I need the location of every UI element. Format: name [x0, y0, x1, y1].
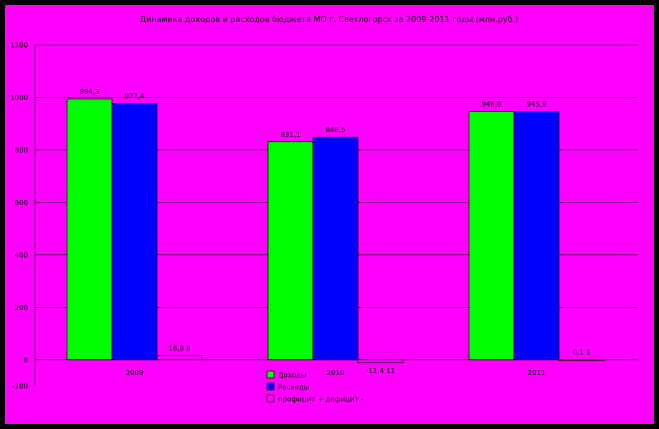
bar-2009-series-1 — [66, 98, 113, 361]
data-label: 945,9 — [526, 101, 546, 109]
bar-2009-series-2 — [111, 103, 158, 361]
legend-label: профицит + дефицит - — [278, 396, 364, 404]
legend-swatch — [266, 394, 275, 403]
bar-2010-series-1 — [267, 141, 314, 361]
data-label: 16,8 8 — [168, 344, 190, 352]
data-label: 848,5 — [325, 126, 345, 134]
y-tick-label: 1000 — [10, 94, 28, 102]
legend-swatch — [266, 370, 275, 379]
y-tick-label: 600 — [15, 199, 28, 207]
y-tick-label: 800 — [15, 146, 28, 154]
data-label: 0,1 1 — [573, 349, 591, 357]
y-tick-label: 0 — [24, 356, 28, 364]
y-tick-label: 200 — [15, 304, 28, 312]
data-labels: 994,3 977,4 16,8 8 831,1 848,5 -11,4 11 946,0 9… — [79, 88, 590, 375]
y-axis-ticks: -100 0 200 400 600 800 1000 1200 — [10, 42, 28, 391]
y-tick-label: -100 — [12, 383, 28, 391]
bar-2011-series-2 — [513, 111, 560, 361]
bar-2010-series-3 — [357, 359, 404, 364]
chart-title: Динамика доходов и расходов бюджета МО г… — [140, 15, 518, 24]
bar-2009-series-3 — [156, 354, 203, 361]
y-tick-label: 400 — [15, 251, 28, 259]
data-label: 977,4 — [124, 92, 145, 100]
data-label: 994,3 — [79, 88, 99, 96]
x-tick-label: 2010 — [327, 369, 345, 377]
legend-label: Расходы — [278, 384, 309, 392]
bar-2010-series-2 — [312, 136, 359, 361]
bar-chart: Динамика доходов и расходов бюджета МО г… — [5, 5, 654, 424]
x-tick-label: 2011 — [528, 369, 546, 377]
data-label: 831,1 — [280, 131, 300, 139]
x-tick-label: 2009 — [126, 369, 144, 377]
bars — [66, 98, 605, 364]
bar-2011-series-3 — [558, 359, 605, 362]
legend-label: Доходы — [278, 372, 307, 380]
legend: Доходы Расходы профицит + дефицит - — [266, 370, 364, 404]
x-axis-categories: 2009 2010 2011 — [126, 369, 546, 377]
data-label: 946,0 — [481, 101, 501, 109]
y-tick-label: 1200 — [10, 42, 28, 50]
data-label: -11,4 11 — [366, 367, 395, 375]
chart-frame: Динамика доходов и расходов бюджета МО г… — [4, 4, 655, 425]
legend-swatch — [266, 382, 275, 391]
bar-2011-series-1 — [468, 111, 515, 361]
